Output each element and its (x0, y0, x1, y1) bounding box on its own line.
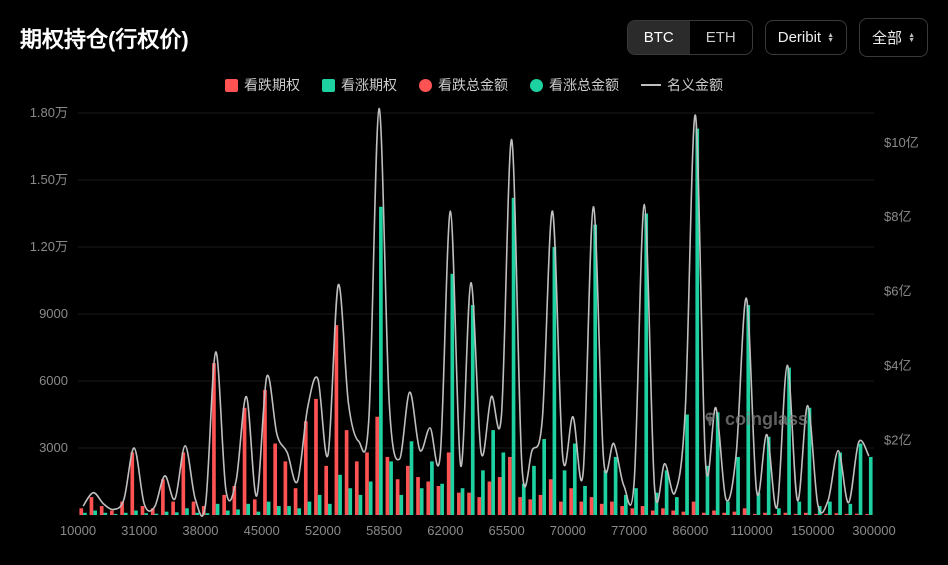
legend-item[interactable]: 看跌期权 (225, 75, 300, 95)
coinglass-logo-icon (701, 411, 719, 429)
svg-text:110000: 110000 (730, 523, 772, 538)
svg-text:$2亿: $2亿 (884, 433, 911, 448)
svg-text:65500: 65500 (489, 523, 525, 538)
legend-label: 看跌期权 (244, 75, 300, 95)
chevron-updown-icon: ▲▼ (827, 33, 834, 43)
asset-toggle: BTC ETH (627, 20, 753, 55)
svg-text:$8亿: $8亿 (884, 209, 911, 224)
svg-text:70000: 70000 (550, 523, 586, 538)
svg-text:1.50万: 1.50万 (30, 172, 68, 187)
legend-item[interactable]: 看涨期权 (322, 75, 397, 95)
call-swatch-icon (322, 79, 335, 92)
asset-eth-button[interactable]: ETH (690, 21, 752, 54)
chart-svg: 3000 6000 9000 1.20万 1.50万 1.80万 $2亿 $4亿 $6亿 $8亿 $… (20, 105, 928, 545)
svg-text:9000: 9000 (39, 306, 68, 321)
legend-label: 看涨总金额 (549, 75, 619, 95)
page-title: 期权持仓(行权价) (20, 22, 189, 54)
controls: BTC ETH Deribit ▲▼ 全部 ▲▼ (627, 18, 928, 57)
notional-line-icon (641, 84, 661, 86)
exchange-dropdown[interactable]: Deribit ▲▼ (765, 20, 847, 55)
legend-label: 看跌总金额 (438, 75, 508, 95)
legend-item[interactable]: 名义金额 (641, 75, 723, 95)
svg-text:$4亿: $4亿 (884, 358, 911, 373)
svg-text:58500: 58500 (366, 523, 402, 538)
scope-dropdown[interactable]: 全部 ▲▼ (859, 18, 928, 57)
svg-text:45000: 45000 (244, 523, 280, 538)
svg-text:3000: 3000 (39, 440, 68, 455)
svg-text:$10亿: $10亿 (884, 135, 919, 150)
svg-text:1.20万: 1.20万 (30, 239, 68, 254)
legend-label: 名义金额 (667, 75, 723, 95)
watermark: coinglass (701, 409, 808, 430)
legend-item[interactable]: 看涨总金额 (530, 75, 619, 95)
svg-text:300000: 300000 (852, 523, 895, 538)
svg-text:31000: 31000 (121, 523, 157, 538)
svg-text:10000: 10000 (60, 523, 96, 538)
svg-text:77000: 77000 (611, 523, 647, 538)
call-dot-icon (530, 79, 543, 92)
svg-text:150000: 150000 (791, 523, 834, 538)
asset-btc-button[interactable]: BTC (628, 21, 690, 54)
legend-label: 看涨期权 (341, 75, 397, 95)
chevron-updown-icon: ▲▼ (908, 33, 915, 43)
legend-item[interactable]: 看跌总金额 (419, 75, 508, 95)
svg-text:52000: 52000 (305, 523, 341, 538)
svg-text:1.80万: 1.80万 (30, 105, 68, 120)
scope-dropdown-label: 全部 (872, 27, 902, 48)
exchange-dropdown-label: Deribit (778, 29, 821, 46)
chart: 3000 6000 9000 1.20万 1.50万 1.80万 $2亿 $4亿 $6亿 $8亿 $… (20, 105, 928, 545)
svg-text:6000: 6000 (39, 373, 68, 388)
svg-text:$6亿: $6亿 (884, 284, 911, 299)
watermark-text: coinglass (725, 409, 808, 430)
svg-text:62000: 62000 (427, 523, 463, 538)
put-dot-icon (419, 79, 432, 92)
put-swatch-icon (225, 79, 238, 92)
svg-text:38000: 38000 (182, 523, 218, 538)
legend: 看跌期权 看涨期权 看跌总金额 看涨总金额 名义金额 (20, 75, 928, 95)
svg-text:86000: 86000 (672, 523, 708, 538)
